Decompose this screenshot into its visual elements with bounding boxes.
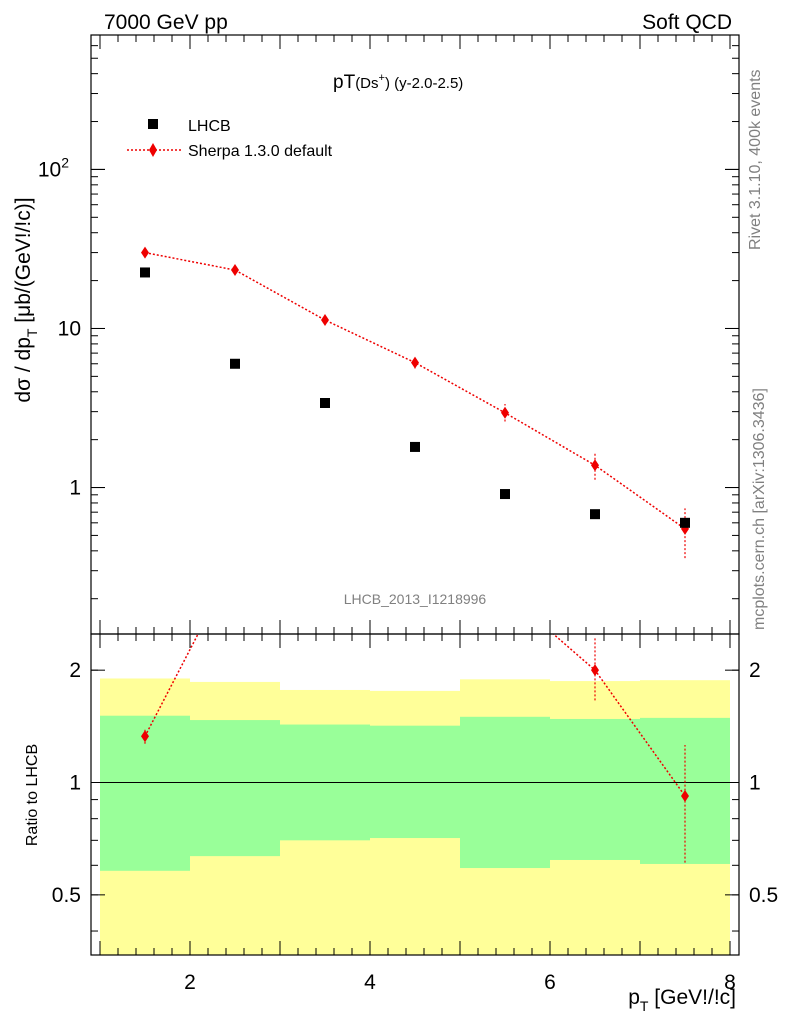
legend-sherpa-marker (149, 143, 157, 157)
ratio-axis-ticks: 2 4 6 8 0.5 0.5 1 1 2 2 (52, 634, 778, 994)
main-plot-panel: 1 10 102 pT(Ds+) (y-2.0-2.5) dσ / dpT [μb/… (12, 34, 740, 635)
lhcb-point (500, 489, 510, 500)
ratio-uncertainty-bands (100, 678, 730, 955)
sherpa-point (231, 264, 239, 277)
sherpa-point (591, 459, 599, 472)
main-title: pT(Ds+) (y-2.0-2.5) (333, 72, 463, 93)
inner-band-segment (190, 720, 280, 857)
ratio-plot-panel: 2 4 6 8 0.5 0.5 1 1 2 2 Ratio to LHCB pT [GeV!/!c… (24, 633, 778, 1014)
sherpa-curve (144, 251, 686, 530)
main-title-main: pT (333, 72, 356, 93)
x-axis-label-sub: T (640, 998, 649, 1014)
x-tick-label: 2 (184, 971, 196, 994)
main-y-axis-label: dσ / dpT [μb/(GeV!/!c)] (12, 197, 40, 402)
x-axis-label: pT [GeV!/!c] (628, 986, 736, 1014)
inner-band-segment (550, 718, 640, 860)
y-tick-label-exponent: 2 (61, 154, 69, 170)
y-tick-label-right: 2 (749, 659, 761, 682)
x-axis-label-tail: [GeV!/!c] (648, 986, 736, 1009)
lhcb-point (320, 398, 330, 409)
main-title-tail: ) (y-2.0-2.5) (385, 75, 463, 92)
ratio-sherpa-point (591, 664, 599, 677)
y-tick-label: 102 (38, 154, 69, 181)
legend-entry-sherpa: Sherpa 1.3.0 default (127, 143, 333, 160)
legend-lhcb-marker (148, 119, 158, 129)
header-category-label: Soft QCD (642, 11, 732, 34)
lhcb-point (230, 358, 240, 369)
ratio-series-layer (141, 634, 689, 863)
main-axis-ticks: 1 10 102 (38, 34, 739, 634)
lhcb-point (590, 509, 600, 520)
main-title-sup: + (379, 72, 385, 84)
main-y-axis-label-sub: T (24, 328, 40, 337)
x-tick-label: 8 (724, 971, 736, 994)
legend: LHCB Sherpa 1.3.0 default (127, 118, 333, 160)
rivet-version-label: Rivet 3.1.10, 400k events (747, 69, 764, 250)
main-series-layer (140, 246, 690, 559)
header-energy-label: 7000 GeV pp (104, 11, 228, 34)
y-tick-label: 1 (69, 772, 81, 795)
sherpa-point (141, 246, 149, 259)
x-tick-label: 4 (364, 971, 376, 994)
ratio-sherpa-point (681, 790, 689, 803)
main-y-axis-label-main: dσ / dp (12, 337, 35, 403)
sherpa-point (411, 356, 419, 369)
ratio-plot-frame (90, 633, 740, 956)
y-tick-label: 1 (69, 477, 81, 500)
legend-lhcb-label: LHCB (188, 118, 231, 135)
sherpa-point (501, 406, 509, 419)
mcplots-label: mcplots.cern.ch [arXiv:1306.3436] (751, 388, 768, 630)
sherpa-point (321, 314, 329, 327)
legend-entry-lhcb: LHCB (148, 118, 231, 135)
main-title-sub: (Ds (355, 75, 378, 92)
lhcb-point (140, 267, 150, 278)
y-tick-label-right: 0.5 (749, 884, 778, 907)
ratio-y-axis-label: Ratio to LHCB (24, 744, 41, 846)
y-tick-label-right: 1 (749, 772, 761, 795)
lhcb-point (410, 441, 420, 452)
x-tick-label: 6 (544, 971, 556, 994)
lhcb-point (680, 517, 690, 528)
y-tick-label: 10 (58, 317, 81, 340)
legend-sherpa-label: Sherpa 1.3.0 default (188, 143, 333, 160)
x-axis-label-main: p (628, 986, 640, 1009)
main-y-axis-label-tail: [μb/(GeV!/!c)] (12, 197, 35, 328)
analysis-reference-label: LHCB_2013_I1218996 (344, 591, 487, 607)
y-tick-label: 0.5 (52, 884, 81, 907)
y-tick-label: 2 (69, 659, 81, 682)
ratio-sherpa-point (141, 730, 149, 743)
inner-band-segment (460, 716, 550, 869)
inner-band-segment (370, 725, 460, 839)
